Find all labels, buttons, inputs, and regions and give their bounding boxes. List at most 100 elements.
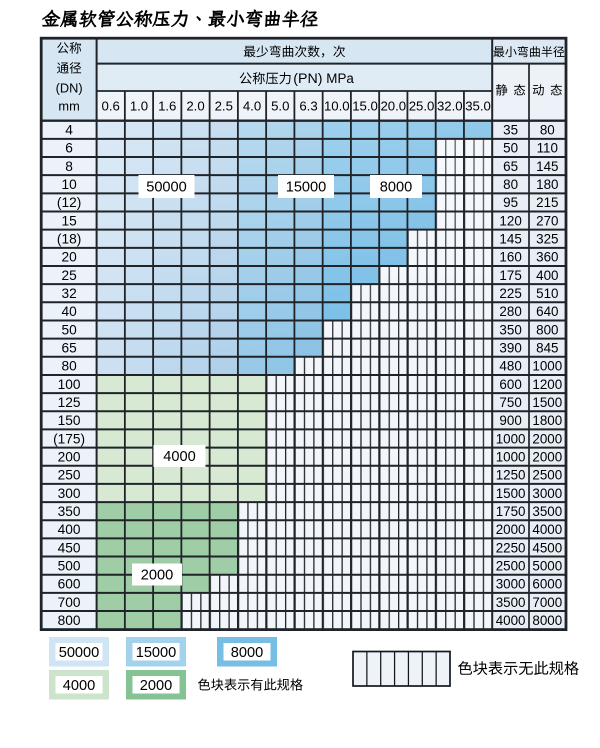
svg-text:(DN): (DN) [56, 81, 83, 96]
svg-text:MPa: MPa [326, 71, 354, 86]
svg-text:(12): (12) [57, 195, 81, 210]
svg-text:120: 120 [499, 213, 521, 228]
svg-text:7000: 7000 [532, 595, 562, 610]
svg-text:145: 145 [536, 159, 558, 174]
svg-text:600: 600 [58, 577, 81, 592]
svg-text:450: 450 [58, 540, 81, 555]
svg-text:360: 360 [536, 250, 558, 265]
svg-text:15000: 15000 [286, 180, 327, 196]
svg-text:20.0: 20.0 [380, 98, 406, 113]
svg-text:145: 145 [499, 232, 521, 247]
svg-text:80: 80 [503, 177, 518, 192]
svg-text:8000: 8000 [532, 613, 562, 628]
svg-text:6: 6 [65, 141, 73, 156]
svg-text:50000: 50000 [59, 645, 100, 661]
svg-text:35: 35 [503, 123, 518, 138]
svg-text:1500: 1500 [496, 486, 526, 501]
svg-text:390: 390 [499, 341, 521, 356]
svg-text:(175): (175) [53, 431, 85, 446]
svg-text:1.0: 1.0 [130, 98, 148, 113]
svg-text:2500: 2500 [532, 468, 562, 483]
svg-text:1800: 1800 [532, 413, 562, 428]
svg-text:4000: 4000 [63, 678, 95, 694]
svg-text:35.0: 35.0 [465, 98, 491, 113]
svg-text:65: 65 [61, 341, 77, 356]
svg-text:20: 20 [61, 250, 77, 265]
svg-text:225: 225 [499, 286, 521, 301]
svg-text:300: 300 [58, 486, 81, 501]
svg-text:400: 400 [58, 522, 81, 537]
svg-text:5.0: 5.0 [271, 98, 289, 113]
svg-text:(PN): (PN) [293, 71, 322, 87]
svg-text:180: 180 [536, 177, 558, 192]
svg-text:80: 80 [540, 123, 555, 138]
svg-text:1000: 1000 [532, 359, 562, 374]
svg-text:10.0: 10.0 [324, 98, 350, 113]
svg-text:1.6: 1.6 [158, 98, 176, 113]
svg-text:4000: 4000 [163, 449, 195, 465]
svg-text:2000: 2000 [140, 678, 172, 694]
svg-text:2500: 2500 [496, 558, 526, 573]
svg-text:6000: 6000 [532, 577, 562, 592]
svg-text:25.0: 25.0 [409, 98, 435, 113]
svg-text:250: 250 [58, 468, 81, 483]
svg-text:400: 400 [536, 268, 558, 283]
svg-text:270: 270 [536, 213, 558, 228]
svg-text:1250: 1250 [496, 468, 526, 483]
svg-text:900: 900 [499, 413, 521, 428]
svg-text:350: 350 [499, 322, 521, 337]
svg-text:175: 175 [499, 268, 521, 283]
svg-text:32: 32 [61, 286, 76, 301]
svg-text:4: 4 [65, 123, 73, 138]
svg-text:510: 510 [536, 286, 558, 301]
svg-text:150: 150 [58, 413, 81, 428]
svg-text:50000: 50000 [146, 180, 187, 196]
svg-text:2000: 2000 [532, 449, 562, 464]
svg-text:25: 25 [61, 268, 77, 283]
svg-text:280: 280 [499, 304, 521, 319]
svg-text:2250: 2250 [496, 540, 526, 555]
svg-text:2000: 2000 [496, 522, 526, 537]
svg-text:160: 160 [499, 250, 521, 265]
svg-text:3000: 3000 [496, 577, 526, 592]
svg-text:3500: 3500 [496, 595, 526, 610]
svg-text:10: 10 [61, 177, 77, 192]
svg-text:800: 800 [536, 322, 558, 337]
svg-text:4000: 4000 [496, 613, 526, 628]
svg-text:480: 480 [499, 359, 521, 374]
svg-text:100: 100 [58, 377, 81, 392]
svg-text:15.0: 15.0 [352, 98, 378, 113]
svg-text:3000: 3000 [532, 486, 562, 501]
svg-text:2.5: 2.5 [215, 98, 233, 113]
svg-text:200: 200 [58, 449, 81, 464]
svg-text:6.3: 6.3 [299, 98, 317, 113]
svg-text:4000: 4000 [532, 522, 562, 537]
svg-text:95: 95 [503, 195, 518, 210]
svg-text:110: 110 [537, 141, 558, 156]
svg-text:8: 8 [65, 159, 73, 174]
svg-text:2.0: 2.0 [186, 98, 204, 113]
svg-text:80: 80 [61, 359, 77, 374]
svg-text:2000: 2000 [532, 431, 562, 446]
svg-text:40: 40 [61, 304, 77, 319]
svg-text:65: 65 [503, 159, 518, 174]
svg-text:0.6: 0.6 [102, 98, 120, 113]
svg-text:1200: 1200 [532, 377, 562, 392]
svg-text:1000: 1000 [496, 431, 526, 446]
svg-text:2000: 2000 [141, 568, 173, 584]
svg-text:4.0: 4.0 [243, 98, 261, 113]
svg-text:500: 500 [58, 558, 81, 573]
svg-text:32.0: 32.0 [437, 98, 463, 113]
svg-text:mm: mm [58, 99, 79, 114]
svg-text:8000: 8000 [231, 645, 263, 661]
svg-text:700: 700 [58, 595, 81, 610]
svg-text:8000: 8000 [380, 180, 412, 196]
svg-text:1750: 1750 [496, 504, 526, 519]
svg-text:600: 600 [499, 377, 521, 392]
svg-text:800: 800 [58, 613, 81, 628]
svg-text:15: 15 [61, 213, 77, 228]
svg-text:50: 50 [61, 322, 77, 337]
svg-text:215: 215 [536, 195, 558, 210]
svg-text:640: 640 [536, 304, 558, 319]
svg-text:1500: 1500 [532, 395, 562, 410]
